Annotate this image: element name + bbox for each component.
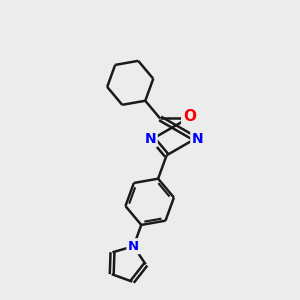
Text: N: N: [192, 132, 203, 146]
Text: N: N: [145, 132, 156, 146]
Text: N: N: [128, 240, 139, 253]
Text: O: O: [183, 110, 196, 124]
